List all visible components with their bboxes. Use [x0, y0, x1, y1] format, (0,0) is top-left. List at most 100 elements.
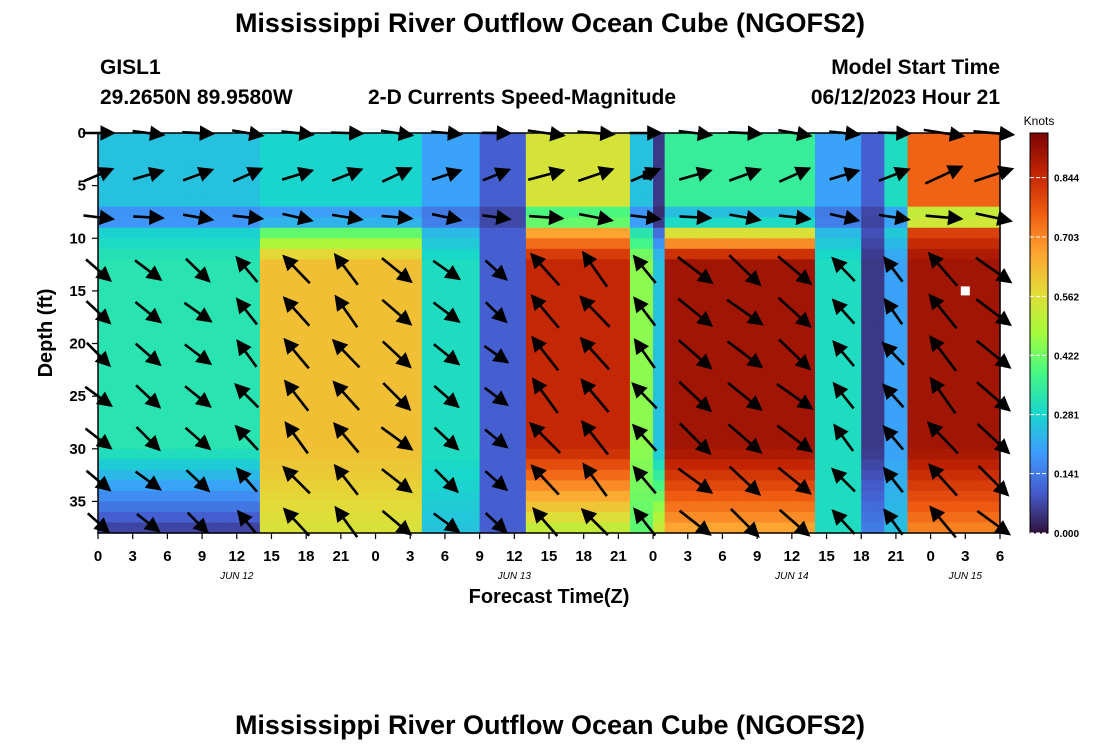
heatmap-cell [745, 322, 758, 334]
heatmap-cell [606, 469, 619, 481]
heatmap-cell [236, 480, 249, 492]
heatmap-cell [814, 480, 828, 492]
heatmap-cell [734, 175, 747, 187]
heatmap-cell [525, 490, 539, 503]
heatmap-cell [132, 438, 145, 450]
heatmap-cell [248, 143, 261, 155]
heatmap-cell [444, 448, 458, 460]
heatmap-cell [618, 227, 631, 239]
heatmap-cell [710, 396, 724, 408]
heatmap-cell [803, 427, 816, 439]
heatmap-cell [259, 133, 273, 145]
heatmap-cell [329, 143, 342, 155]
heatmap-cell [236, 396, 249, 408]
heatmap-cell [248, 206, 261, 218]
heatmap-cell [895, 480, 909, 492]
heatmap-cell [942, 343, 955, 355]
heatmap-cell [826, 238, 839, 250]
heatmap-cell [109, 175, 122, 187]
heatmap-cell [895, 301, 909, 313]
heatmap-cell [583, 164, 596, 176]
heatmap-cell [363, 269, 377, 281]
heatmap-cell [745, 375, 758, 387]
heatmap-cell [618, 238, 631, 250]
current-arrow [727, 423, 763, 454]
heatmap-cell [433, 290, 446, 303]
heatmap-cell [988, 333, 1001, 345]
heatmap-cell [283, 269, 296, 281]
heatmap-cell [155, 364, 168, 376]
heatmap-cell [456, 438, 469, 450]
heatmap-cell [410, 511, 423, 524]
heatmap-cell [849, 522, 862, 534]
x-tick-label: 21 [610, 548, 627, 565]
heatmap-cell [710, 343, 724, 355]
heatmap-cell [155, 385, 168, 397]
heatmap-cell [225, 217, 238, 229]
heatmap-cell [525, 438, 539, 450]
heatmap-cell [537, 354, 550, 366]
heatmap-cell [595, 448, 608, 460]
heatmap-cell [271, 375, 284, 387]
heatmap-cell [595, 259, 608, 271]
heatmap-cell [98, 248, 111, 260]
current-arrow [433, 384, 460, 409]
heatmap-cell [213, 206, 226, 218]
heatmap-cell [98, 375, 111, 387]
heatmap-cell [491, 290, 504, 303]
heatmap-cell [664, 406, 677, 418]
heatmap-cell [803, 375, 816, 387]
heatmap-cell [387, 364, 400, 376]
heatmap-cell [976, 301, 990, 313]
heatmap-cell [271, 417, 284, 429]
heatmap-cell [780, 143, 793, 155]
heatmap-cell [363, 238, 377, 250]
heatmap-cell [468, 133, 481, 145]
heatmap-cell [826, 164, 839, 176]
heatmap-cell [687, 143, 700, 155]
heatmap-cell [479, 396, 492, 408]
heatmap-cell [618, 354, 631, 366]
current-arrow [678, 509, 712, 536]
heatmap-cell [814, 301, 828, 313]
heatmap-cell [271, 469, 284, 481]
heatmap-cell [236, 164, 249, 176]
heatmap-cell [525, 175, 539, 187]
heatmap-cell [757, 259, 770, 271]
heatmap-cell [965, 238, 978, 250]
heatmap-cell [803, 259, 816, 271]
heatmap-cell [838, 185, 851, 197]
heatmap-cell [965, 501, 978, 513]
heatmap-cell [375, 154, 388, 166]
heatmap-cell [144, 343, 157, 355]
heatmap-cell [433, 364, 446, 376]
heatmap-cell [387, 217, 400, 229]
heatmap-cell [988, 406, 1001, 418]
heatmap-cell [433, 133, 446, 145]
heatmap-cell [560, 396, 573, 408]
heatmap-cell [456, 417, 469, 429]
heatmap-cell [583, 217, 596, 229]
heatmap-cell [178, 301, 192, 313]
heatmap-cell [895, 343, 909, 355]
heatmap-cell [202, 375, 215, 387]
heatmap-cell [248, 375, 261, 387]
heatmap-cell [537, 396, 550, 408]
heatmap-cell [560, 227, 573, 239]
heatmap-cell [225, 385, 238, 397]
heatmap-cell [549, 522, 562, 534]
heatmap-cell [167, 501, 180, 513]
heatmap-cell [98, 343, 111, 355]
heatmap-cell [202, 417, 215, 429]
heatmap-cell [757, 280, 770, 292]
heatmap-cell [155, 280, 168, 292]
heatmap-cell [317, 490, 330, 503]
heatmap-cell [340, 333, 354, 345]
heatmap-cell [340, 196, 354, 208]
heatmap-cell [363, 469, 377, 481]
heatmap-cell [283, 501, 296, 513]
heatmap-cell [479, 343, 492, 355]
heatmap-cell [375, 227, 388, 239]
heatmap-cell [410, 522, 423, 534]
heatmap-cell [710, 196, 724, 208]
